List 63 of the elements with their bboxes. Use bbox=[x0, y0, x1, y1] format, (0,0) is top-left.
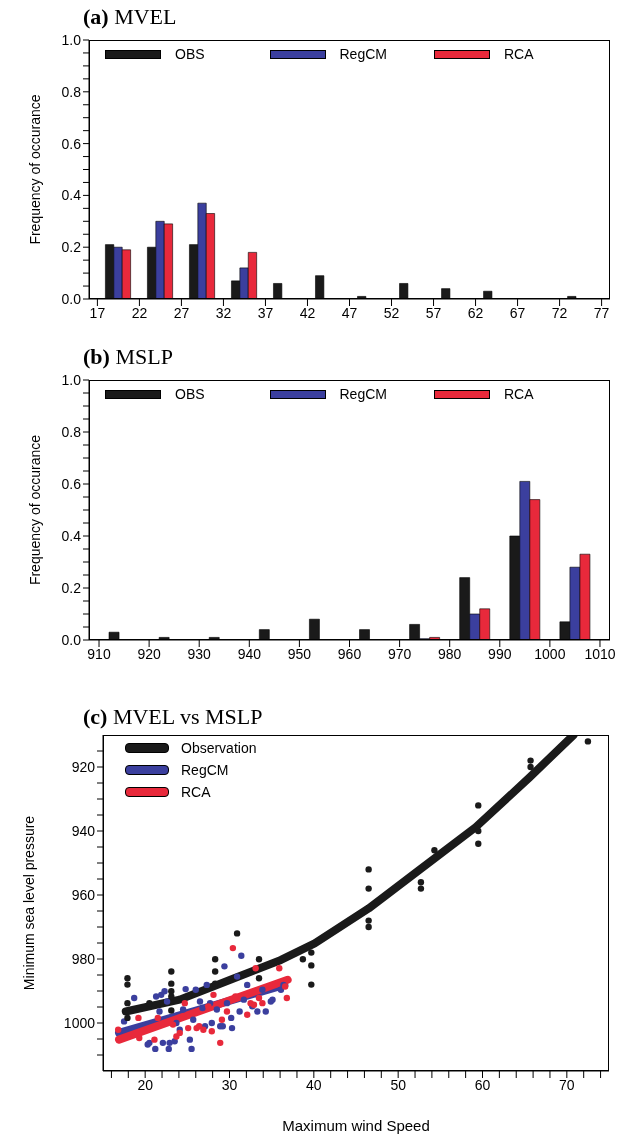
x-tick-label: 960 bbox=[337, 645, 362, 662]
y-axis-title: Minimum sea level pressure bbox=[20, 815, 37, 991]
x-tick-label: 52 bbox=[383, 304, 400, 321]
x-tick-label: 940 bbox=[237, 645, 262, 662]
y-tick-label: 1.0 bbox=[61, 371, 82, 388]
x-tick-label: 22 bbox=[131, 304, 148, 321]
y-tick-label: 1.0 bbox=[61, 31, 82, 48]
y-tick-label: 960 bbox=[71, 886, 96, 903]
x-tick-label: 47 bbox=[341, 304, 358, 321]
x-tick-label: 60 bbox=[474, 1076, 491, 1093]
x-tick-label: 50 bbox=[390, 1076, 407, 1093]
legend-label: RCA bbox=[181, 784, 211, 800]
x-tick-label: 30 bbox=[221, 1076, 238, 1093]
y-tick-label: 980 bbox=[71, 950, 96, 967]
chart-title: (c) MVEL vs MSLP bbox=[83, 704, 263, 730]
y-tick-label: 920 bbox=[71, 758, 96, 775]
x-tick-label: 77 bbox=[593, 304, 610, 321]
x-tick-label: 37 bbox=[257, 304, 274, 321]
x-tick-label: 62 bbox=[467, 304, 484, 321]
x-tick-label: 42 bbox=[299, 304, 316, 321]
x-tick-label: 17 bbox=[89, 304, 106, 321]
y-tick-label: 0.4 bbox=[61, 187, 82, 204]
legend-label: Observation bbox=[181, 740, 257, 756]
chart-title: (a) MVEL bbox=[83, 4, 177, 30]
x-tick-label: 32 bbox=[215, 304, 232, 321]
y-tick-label: 0.6 bbox=[61, 475, 82, 492]
y-axis-title: Frequency of occurance bbox=[26, 434, 43, 586]
legend-label: RegCM bbox=[339, 386, 387, 402]
x-tick-label: 27 bbox=[173, 304, 190, 321]
x-tick-label: 72 bbox=[551, 304, 568, 321]
y-tick-label: 0.8 bbox=[61, 83, 82, 100]
legend-label: RegCM bbox=[181, 762, 229, 778]
x-tick-label: 1010 bbox=[584, 645, 616, 662]
y-tick-label: 0.0 bbox=[61, 631, 82, 648]
x-tick-label: 950 bbox=[287, 645, 312, 662]
x-tick-label: 980 bbox=[438, 645, 462, 662]
x-tick-label: 1000 bbox=[534, 645, 566, 662]
legend-label: RCA bbox=[504, 46, 534, 62]
legend-label: OBS bbox=[175, 46, 205, 62]
y-tick-label: 0.8 bbox=[61, 423, 82, 440]
y-tick-label: 940 bbox=[71, 822, 96, 839]
y-axis-title: Frequency of occurance bbox=[26, 94, 43, 245]
x-tick-label: 910 bbox=[87, 645, 111, 662]
x-tick-label: 990 bbox=[488, 645, 512, 662]
legend-label: RegCM bbox=[339, 46, 387, 62]
x-tick-label: 40 bbox=[306, 1076, 322, 1093]
legend-label: OBS bbox=[175, 386, 205, 402]
x-tick-label: 67 bbox=[509, 304, 526, 321]
y-tick-label: 1000 bbox=[63, 1014, 96, 1031]
x-tick-label: 930 bbox=[187, 645, 212, 662]
x-tick-label: 920 bbox=[137, 645, 162, 662]
y-tick-label: 0.2 bbox=[61, 579, 82, 596]
x-tick-label: 20 bbox=[137, 1076, 154, 1093]
x-tick-label: 70 bbox=[559, 1076, 575, 1093]
x-tick-label: 970 bbox=[387, 645, 412, 662]
y-tick-label: 0.4 bbox=[61, 527, 82, 544]
y-tick-label: 0.0 bbox=[61, 290, 82, 307]
chart-title: (b) MSLP bbox=[83, 344, 173, 370]
y-tick-label: 0.2 bbox=[61, 239, 82, 256]
x-tick-label: 57 bbox=[425, 304, 442, 321]
x-axis-title: Maximum wind Speed bbox=[282, 1117, 430, 1134]
y-tick-label: 0.6 bbox=[61, 135, 82, 152]
legend-label: RCA bbox=[504, 386, 534, 402]
